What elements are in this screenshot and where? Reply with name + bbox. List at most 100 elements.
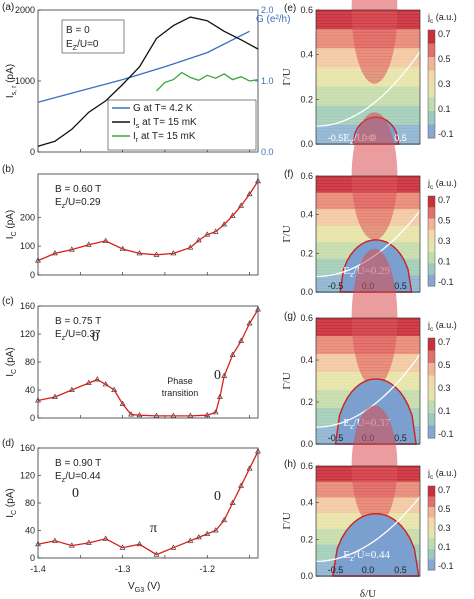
- panel-e-ytick-label-2: 0.4: [300, 50, 313, 60]
- panel-f-colorbar-segment-1: [428, 207, 435, 219]
- panel-c-annotation-1: B = 0.75 T: [55, 316, 101, 327]
- panel-h-colorbar-title: jc (a.u.): [427, 468, 457, 481]
- panel-h-colorbar-tick-3: 0.1: [438, 542, 451, 552]
- panel-h-colorbar-title-sub: c: [430, 474, 434, 481]
- panel-f-label: (f): [284, 169, 293, 180]
- panel-a-legend-entry-1-base: I: [133, 117, 136, 128]
- panel-d-series-point-4: [102, 535, 109, 541]
- panel-a-legend-entry-1-sub: s: [136, 121, 140, 130]
- panel-h-xtick-label-0: -0.5: [328, 565, 344, 575]
- panel-f-ytick-label-1: 0.2: [300, 248, 313, 258]
- panel-f-colorbar-title: jc (a.u.): [427, 178, 457, 191]
- panel-h-colorbar-title-rest: (a.u.): [433, 468, 457, 478]
- panel-a-ylabel: Is, r (pA): [5, 64, 18, 98]
- panel-d-ytick-label-1: 40: [25, 526, 35, 536]
- panel-a-legend-entry-2-base: I: [133, 131, 136, 142]
- panel-b-ylabel-sub: C: [11, 231, 18, 236]
- panel-b-series-line: [37, 180, 259, 262]
- panel-h-overlay-label-base: E: [343, 549, 350, 561]
- panel-b-label: (b): [2, 164, 14, 175]
- panel-e-colorbar-tick-4: -0.1: [438, 129, 454, 139]
- panel-h-overlay-label-sub: z: [350, 554, 354, 563]
- panel-c-ytick-label-0: 0: [30, 413, 35, 423]
- panel-d-ytick-label-4: 160: [20, 443, 35, 453]
- panel-c-series-point-7: [119, 400, 126, 406]
- panel-b-series-point-17: [255, 178, 261, 184]
- panel-h-colorbar-segment-1: [428, 496, 435, 508]
- panel-c-phase-right: 0: [214, 368, 221, 383]
- panel-h-ytick-label-3: 0.6: [300, 461, 313, 471]
- panel-f-ylabel: Γ/U: [281, 225, 293, 242]
- panel-c-ytick-label-3: 120: [20, 329, 35, 339]
- panel-a-ylabel-unit: (pA): [5, 64, 16, 86]
- panel-b-annotation-2-rest: /U=0.29: [65, 197, 101, 208]
- panel-c-series-point-4: [94, 376, 101, 382]
- panel-f-colorbar-frame: [427, 195, 436, 287]
- panel-g-ylabel: Γ/U: [281, 372, 293, 389]
- panel-f-phase-boundary: [339, 239, 413, 293]
- panel-g-colorbar-segment-7: [428, 425, 435, 439]
- panel-c-annotation-2-base: E: [55, 329, 62, 340]
- panel-h-colorbar-segment-2: [428, 507, 435, 518]
- panel-f-colorbar-title-sub: c: [430, 184, 434, 191]
- panel-g-colorbar-tick-4: -0.1: [438, 429, 454, 439]
- panel-f-colorbar-tick-4: -0.1: [438, 277, 454, 287]
- panel-f-overlay-label-base: E: [343, 265, 350, 277]
- panel-c-series-point-14: [212, 409, 219, 415]
- panel-c-ytick-label-2: 80: [25, 357, 35, 367]
- panel-b-series-point-4: [102, 237, 109, 243]
- panel-h-colorbar-tick-2: 0.3: [438, 523, 451, 533]
- panel-h-xtick-label-1: 0.0: [362, 565, 375, 575]
- panel-a-ytick-right-label-2: 2.0: [261, 5, 274, 15]
- panel-g-colorbar-tick-0: 0.7: [438, 337, 451, 347]
- panel-e-colorbar-title-rest: (a.u.): [433, 12, 457, 22]
- panel-e-ytick-label-1: 0.2: [300, 94, 313, 104]
- panel-f-colorbar-tick-3: 0.1: [438, 257, 451, 267]
- panel-d-xtick-label-1: -1.3: [115, 564, 131, 574]
- panel-g-colorbar-title-sub: c: [430, 326, 434, 333]
- panel-f-ytick-label-3: 0.6: [300, 171, 313, 181]
- panel-g-ytick-label-2: 0.4: [300, 355, 313, 365]
- panel-a-series-2: [156, 71, 259, 92]
- panel-c-transition-1: Phase: [167, 376, 193, 386]
- panel-h-colorbar-segment-5: [428, 538, 435, 550]
- panel-e-colorbar-segment-5: [428, 97, 435, 112]
- panel-h-ytick-label-1: 0.2: [300, 534, 313, 544]
- panel-d-ylabel: IC (pA): [5, 488, 18, 518]
- panel-h-colorbar-segment-4: [428, 528, 435, 539]
- panel-e-guide-curve: [315, 51, 421, 127]
- panel-g-colorbar-frame: [427, 337, 436, 439]
- panel-g-overlay-label-base: E: [343, 417, 350, 429]
- panel-f-colorbar-segment-4: [428, 241, 435, 253]
- panel-h-frame: [315, 465, 421, 577]
- panel-e-colorbar-tick-1: 0.5: [438, 54, 451, 64]
- panel-a-legend-entry-1: Is at T= 15 mK: [133, 117, 197, 130]
- panel-g-colorbar-segment-1: [428, 350, 435, 364]
- panel-e-ytick-label-0: 0.0: [300, 139, 313, 149]
- panel-h-colorbar-segment-0: [428, 486, 435, 497]
- panel-b-ytick-label-0: 0: [30, 270, 35, 280]
- panel-g-xtick-label-0: -0.5: [328, 433, 344, 443]
- panel-f-colorbar-tick-2: 0.3: [438, 236, 451, 246]
- panel-a-annotation-2: EZ/U=0: [66, 39, 99, 52]
- panel-e-colorbar-segment-7: [428, 124, 435, 139]
- panel-d-series-point-14: [229, 499, 236, 505]
- panel-c-series-point-19: [246, 320, 253, 326]
- panel-e-ylabel: Γ/U: [281, 68, 293, 85]
- panel-f-colorbar-segment-2: [428, 218, 435, 231]
- panel-c-annotation-2: Ez/U=0.37: [55, 329, 101, 342]
- panel-d-series-point-16: [246, 465, 253, 471]
- panel-a-annotation-2-rest: /U=0: [77, 39, 99, 50]
- panel-b-ylabel: IC (pA): [5, 210, 18, 240]
- panel-e-heatmap: [316, 0, 420, 145]
- panel-f-xtick-label-0: -0.5: [328, 281, 344, 291]
- panel-d-ytick-label-0: 0: [30, 553, 35, 563]
- panel-f-overlay-label-sub: z: [350, 270, 354, 279]
- panel-f-ytick-label-0: 0.0: [300, 287, 313, 297]
- panel-d-series-line: [37, 451, 259, 556]
- panel-a-annotation-1: B = 0: [66, 25, 90, 36]
- panel-c-series-point-20: [255, 306, 261, 312]
- panel-h-phase-boundary: [332, 512, 420, 577]
- panel-h-colorbar-tick-0: 0.7: [438, 485, 451, 495]
